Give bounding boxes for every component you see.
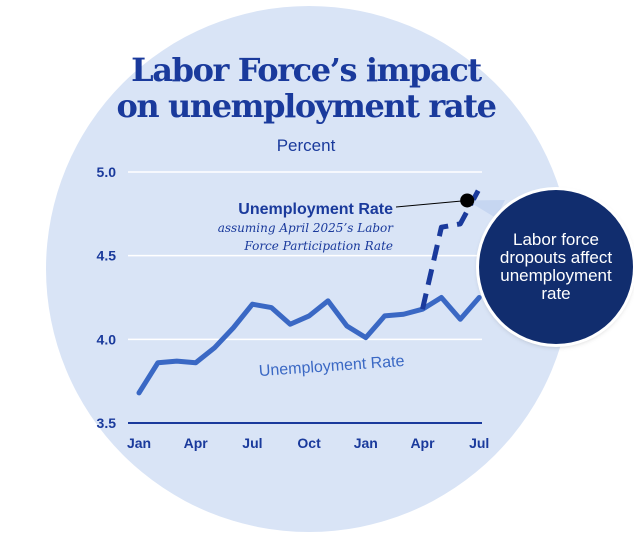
- y-tick-label: 4.5: [97, 248, 117, 264]
- annotation-adjusted-note-line-2: Force Participation Rate: [243, 239, 393, 253]
- y-tick-label: 3.5: [97, 415, 117, 431]
- x-tick-label: Jan: [127, 435, 151, 451]
- chart-title-line-1: Labor Force’s impact: [131, 51, 482, 89]
- x-tick-label: Oct: [297, 435, 321, 451]
- series-line-adjusted-rate: [420, 187, 482, 310]
- x-tick-label: Apr: [184, 435, 209, 451]
- series-end-marker: [460, 193, 475, 208]
- x-tick-label: Jul: [242, 435, 262, 451]
- y-tick-label: 4.0: [97, 331, 117, 347]
- annotation-adjusted-title: Unemployment Rate: [238, 201, 393, 218]
- callout-text: Labor force dropouts affect unemployment…: [499, 230, 613, 303]
- chart-title-line-2: on unemployment rate: [116, 87, 497, 125]
- x-tick-label: Jul: [469, 435, 489, 451]
- annotation-adjusted-note-line-1: assuming April 2025’s Labor: [218, 221, 395, 235]
- x-tick-label: Apr: [410, 435, 435, 451]
- callout-connector: [467, 200, 505, 218]
- x-tick-label: Jan: [354, 435, 378, 451]
- y-tick-label: 5.0: [97, 164, 117, 180]
- y-axis-unit-label: Percent: [276, 136, 336, 155]
- annotation-unemployment-rate: Unemployment Rate: [258, 353, 405, 380]
- chart-title: Labor Force’s impact on unemployment rat…: [0, 52, 612, 124]
- callout-bubble: Labor force dropouts affect unemployment…: [479, 190, 633, 344]
- annotation-leader-line: [395, 199, 468, 208]
- series-line-unemployment-rate: [136, 295, 482, 396]
